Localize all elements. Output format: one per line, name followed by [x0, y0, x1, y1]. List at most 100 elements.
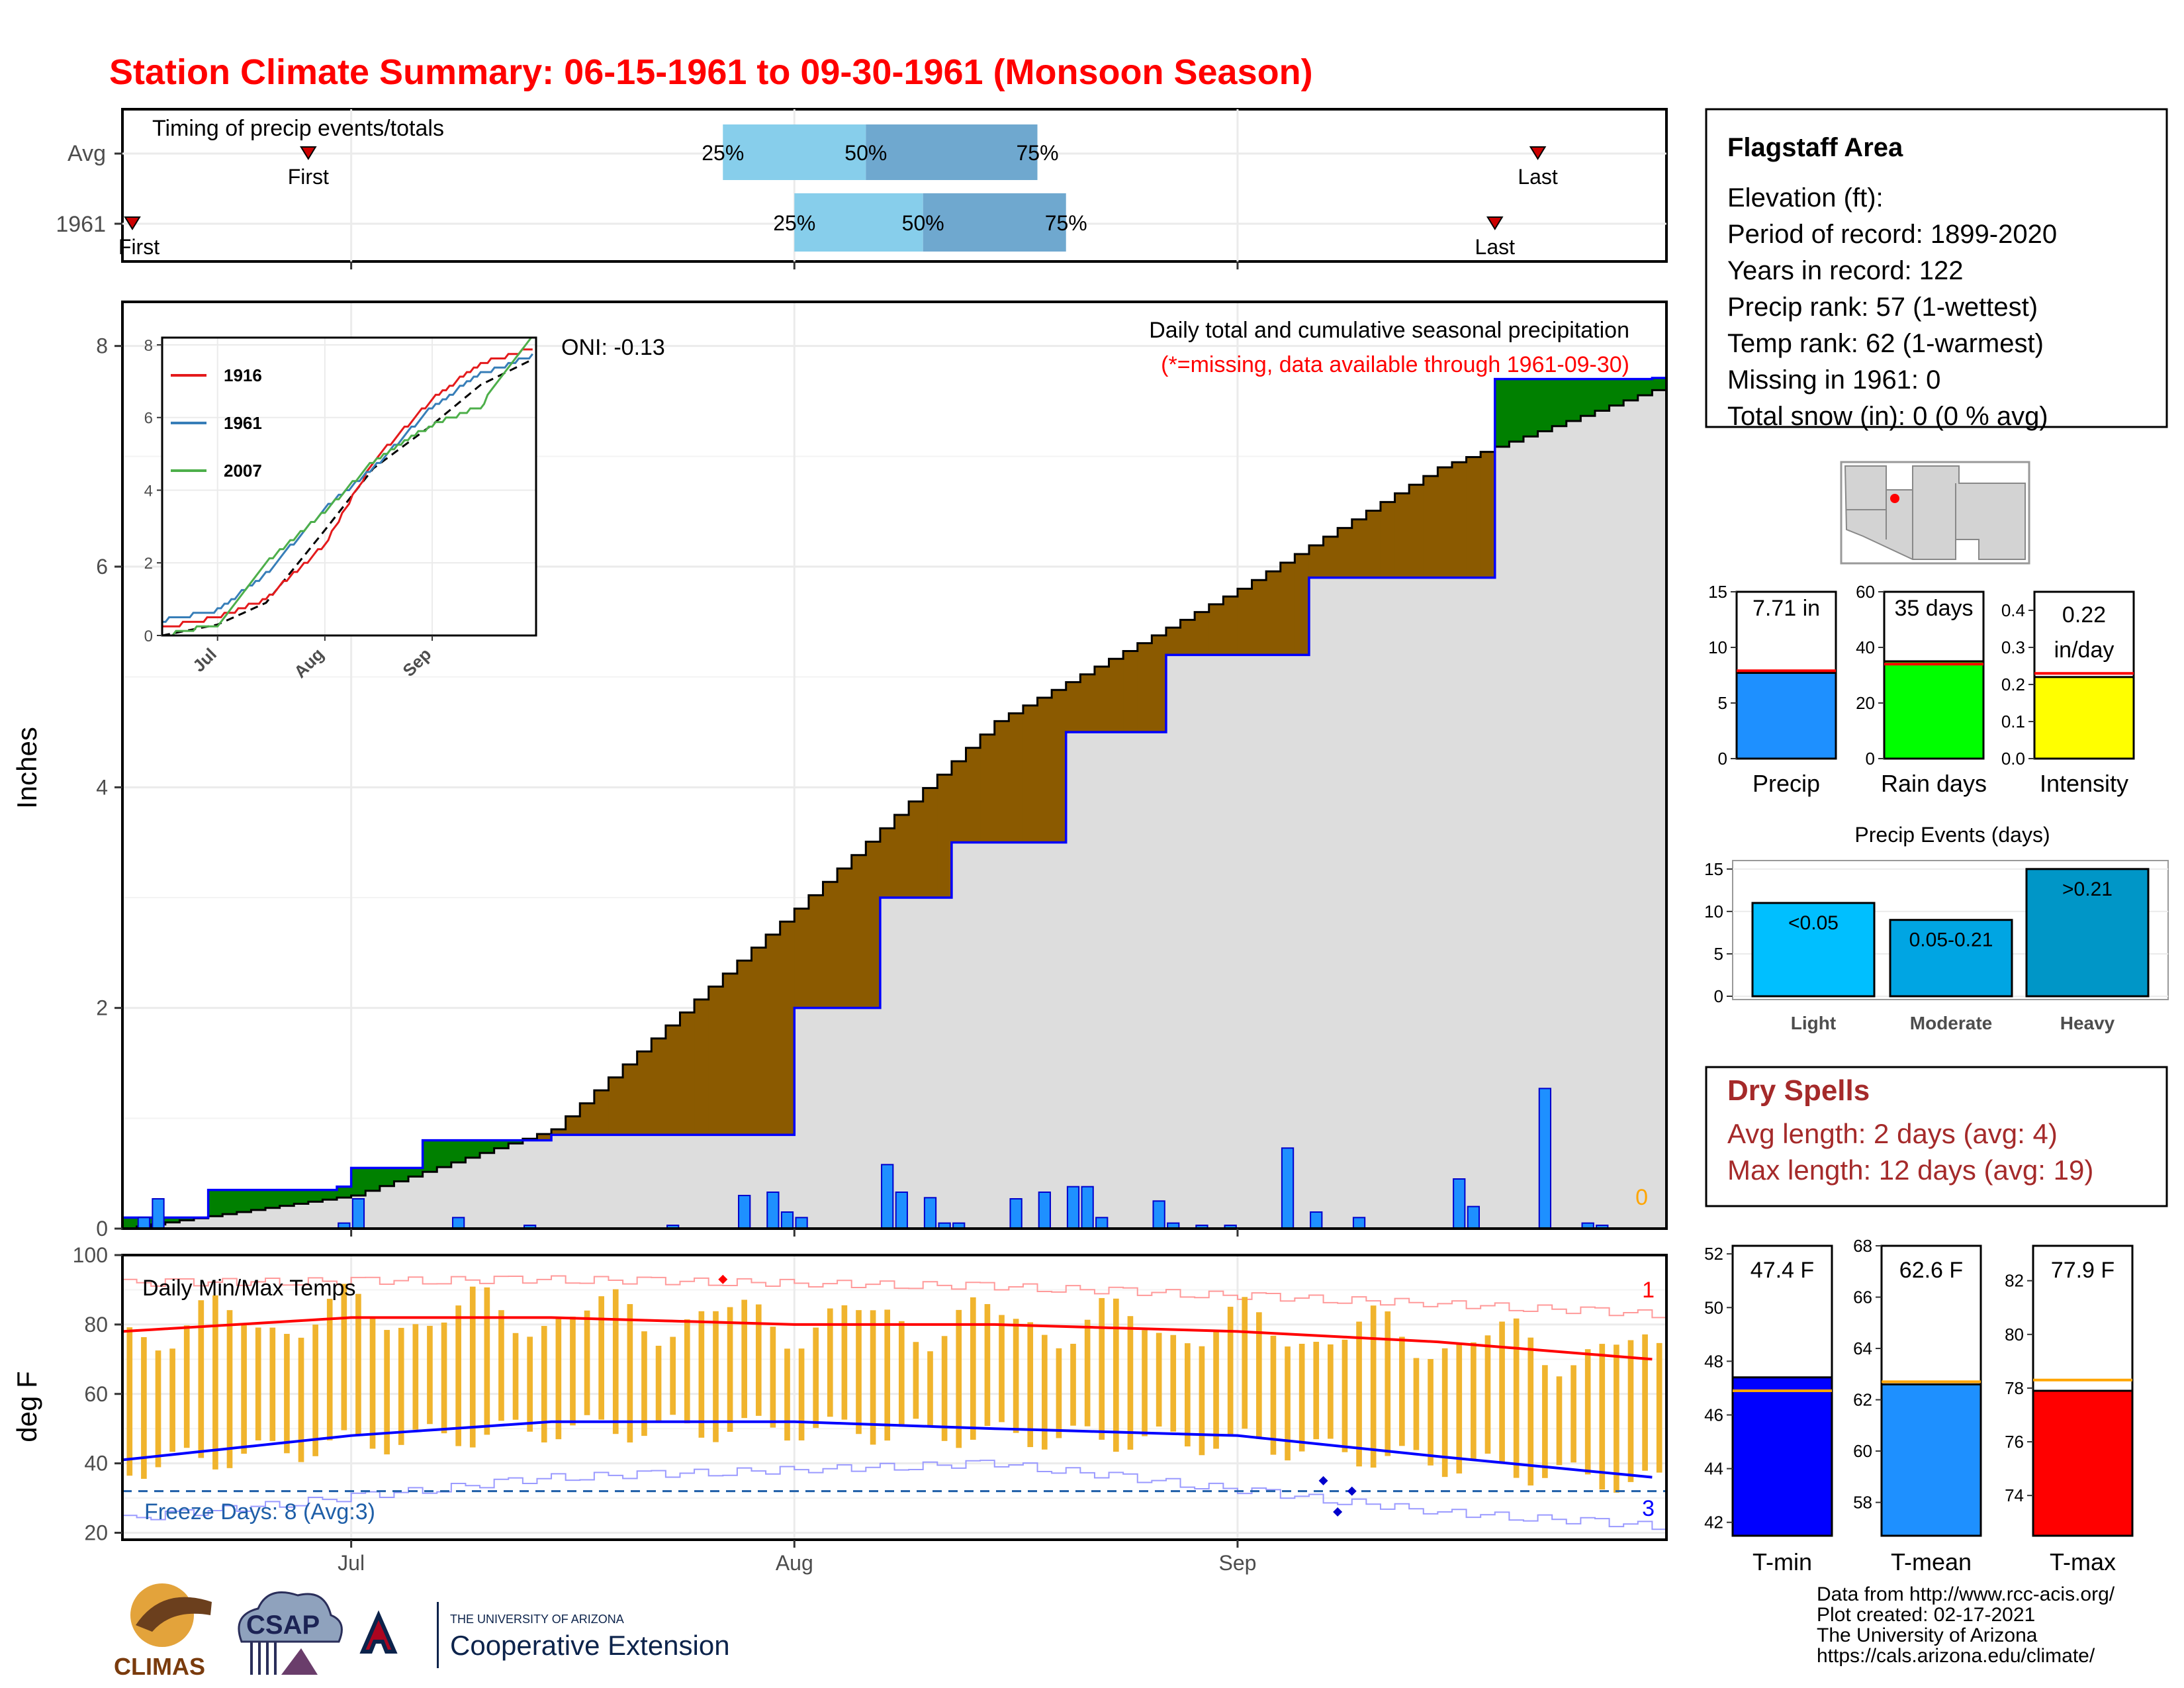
summary-bar-label: Rain days [1881, 770, 1987, 797]
daily-temp-bar [899, 1321, 905, 1427]
temp-summary-tick-label: 42 [1704, 1513, 1723, 1532]
daily-temp-bar [1013, 1319, 1019, 1432]
daily-temp-bar [1570, 1365, 1576, 1462]
precip-ytick-label: 4 [96, 775, 108, 799]
surplus-fill [480, 1141, 494, 1153]
daily-temp-bar [584, 1311, 590, 1415]
deficit-fill [723, 974, 737, 1135]
daily-temp-bar [1514, 1319, 1520, 1478]
inset-legend-label: 2007 [224, 461, 262, 481]
daily-temp-bar [1428, 1359, 1433, 1466]
deficit-fill [852, 855, 866, 1008]
deficit-fill [837, 868, 852, 1008]
surplus-fill [494, 1141, 509, 1149]
climas-logo: CLIMAS [114, 1583, 212, 1680]
station-line: Missing in 1961: 0 [1727, 365, 1940, 395]
surplus-fill [222, 1190, 237, 1214]
ua-logo: THE UNIVERSITY OF ARIZONA Cooperative Ex… [363, 1602, 730, 1668]
deficit-fill [737, 961, 752, 1135]
daily-temp-bar [741, 1300, 747, 1419]
daily-precip-bar [353, 1199, 364, 1229]
timing-q50-label: 50% [902, 211, 944, 235]
daily-temp-bar [684, 1319, 690, 1423]
ua-big-text: Cooperative Extension [450, 1630, 730, 1661]
missing-count: 0 [1635, 1185, 1648, 1210]
events-tick-label: 0 [1714, 986, 1723, 1006]
daily-temp-bar [126, 1327, 132, 1476]
deficit-fill [1452, 462, 1467, 577]
events-bar-label: Heavy [2060, 1013, 2115, 1033]
events-bar-value: 0.05-0.21 [1909, 929, 1993, 951]
summary-bar-unit: in/day [2054, 637, 2115, 663]
summary-bar-tick-label: 10 [1708, 637, 1727, 657]
temp-summary-tick-label: 76 [2005, 1432, 2024, 1452]
daily-temp-bar [1371, 1305, 1377, 1468]
dry-spells-title: Dry Spells [1727, 1074, 1870, 1107]
deficit-fill [709, 986, 723, 1135]
daily-temp-bar [942, 1336, 948, 1441]
page-title: Station Climate Summary: 06-15-1961 to 0… [109, 52, 1313, 92]
surplus-fill [1580, 379, 1595, 416]
temp-summary-tick-label: 80 [2005, 1325, 2024, 1344]
inset-ytick-label: 6 [144, 410, 153, 428]
timing-first-label: First [288, 165, 329, 189]
daily-temp-bar [484, 1288, 490, 1435]
summary-bar-value: 35 days [1894, 596, 1973, 621]
events-bar-value: >0.21 [2062, 878, 2113, 900]
daily-temp-bar [1099, 1298, 1105, 1440]
deficit-fill [1181, 620, 1195, 655]
daily-temp-bar [341, 1284, 347, 1430]
surplus-fill [1623, 379, 1638, 400]
deficit-fill [623, 1064, 637, 1135]
daily-temp-bar [598, 1296, 604, 1419]
temp-summary-tick-label: 74 [2005, 1485, 2024, 1505]
daily-temp-bar [927, 1351, 933, 1426]
daily-temp-bar [355, 1294, 361, 1435]
summary-bar-value: 7.71 in [1752, 596, 1820, 621]
daily-temp-bar [1328, 1344, 1334, 1439]
daily-temp-bar [784, 1348, 790, 1440]
deficit-fill [1095, 667, 1109, 732]
summary-bar-tick-label: 15 [1708, 582, 1727, 602]
daily-temp-bar [241, 1325, 247, 1454]
daily-temp-bar [184, 1325, 190, 1448]
daily-precip-bar [1039, 1192, 1050, 1229]
temp-ytick-label: 80 [84, 1313, 108, 1336]
daily-temp-bar [255, 1327, 261, 1440]
timing-first-label: First [118, 235, 159, 259]
deficit-fill [980, 735, 995, 843]
summary-bar-tick-label: 0.3 [2001, 637, 2025, 657]
locator-map [1841, 462, 2029, 563]
deficit-fill [966, 748, 981, 843]
daily-temp-bar [1271, 1336, 1277, 1455]
deficit-fill [895, 815, 909, 898]
deficit-fill [751, 947, 766, 1135]
deficit-fill [1309, 545, 1324, 578]
daily-precip-bar [152, 1199, 163, 1229]
daily-precip-bar [1453, 1179, 1465, 1229]
precip-ytick-label: 0 [96, 1217, 108, 1241]
deficit-fill [1437, 467, 1452, 578]
daily-temp-bar [212, 1295, 218, 1470]
precip-missing-note: (*=missing, data available through 1961-… [1161, 352, 1629, 377]
summary-bar-tick-label: 0.2 [2001, 675, 2025, 694]
temp-summary-t-mean: 58606264666862.6 FT-mean [1853, 1236, 1981, 1575]
precip-ylabel: Inches [11, 727, 42, 809]
dry-spells-max: Max length: 12 days (avg: 19) [1727, 1154, 2093, 1186]
daily-temp-bar [1399, 1336, 1405, 1446]
temp-summary-tick-label: 50 [1704, 1297, 1723, 1317]
surplus-fill [451, 1141, 466, 1162]
daily-precip-bar [1353, 1217, 1365, 1229]
surplus-fill [294, 1190, 308, 1204]
daily-precip-bar [1468, 1207, 1479, 1229]
daily-temp-bar [1385, 1311, 1390, 1456]
temp-summary-tick-label: 44 [1704, 1459, 1723, 1479]
timing-last-label: Last [1475, 235, 1516, 259]
station-line: Total snow (in): 0 (0 % avg) [1727, 402, 2048, 431]
deficit-fill [952, 761, 966, 843]
surplus-fill [408, 1168, 423, 1176]
daily-temp-bar [298, 1338, 304, 1462]
summary-bar-tick-label: 5 [1718, 693, 1727, 713]
daily-temp-bar [613, 1289, 619, 1434]
summary-bar-precip: 0 5 10 15 7.71 in Precip [1708, 582, 1836, 797]
